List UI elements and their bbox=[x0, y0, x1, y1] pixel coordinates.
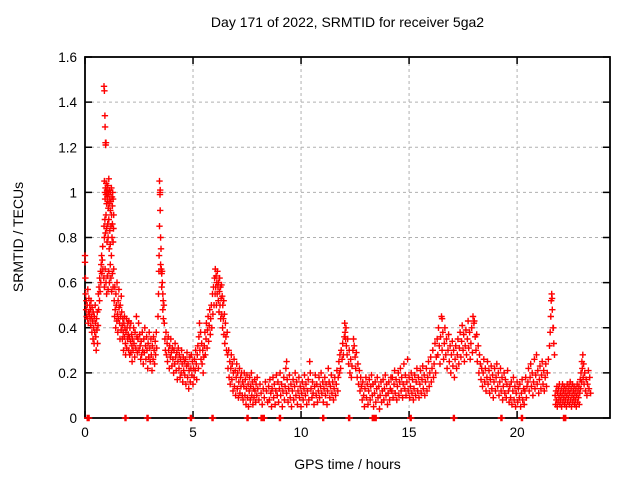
axis-ticks bbox=[84, 56, 610, 419]
x-tick-label: 0 bbox=[81, 425, 89, 440]
y-tick-label: 0.8 bbox=[58, 231, 77, 246]
data-point-markers bbox=[81, 83, 594, 422]
x-tick-label: 5 bbox=[189, 425, 197, 440]
x-axis-label: GPS time / hours bbox=[294, 456, 401, 472]
y-tick-label: 0 bbox=[69, 411, 77, 426]
y-tick-label: 0.6 bbox=[58, 276, 77, 291]
chart-title: Day 171 of 2022, SRMTID for receiver 5ga… bbox=[210, 14, 485, 30]
y-tick-labels: 0 0.2 0.4 0.6 0.8 1 1.2 1.4 1.6 bbox=[58, 50, 77, 426]
x-tick-label: 20 bbox=[510, 425, 525, 440]
x-tick-labels: 0 5 10 15 20 bbox=[81, 425, 524, 440]
y-tick-label: 0.4 bbox=[58, 321, 77, 336]
y-tick-label: 1.2 bbox=[58, 140, 77, 155]
x-tick-label: 10 bbox=[294, 425, 309, 440]
scatter-points bbox=[81, 83, 594, 422]
y-tick-label: 1 bbox=[69, 185, 77, 200]
x-tick-label: 15 bbox=[402, 425, 417, 440]
y-tick-label: 0.2 bbox=[58, 366, 77, 381]
gridlines bbox=[85, 57, 610, 418]
y-tick-label: 1.4 bbox=[58, 95, 77, 110]
y-tick-label: 1.6 bbox=[58, 50, 77, 65]
